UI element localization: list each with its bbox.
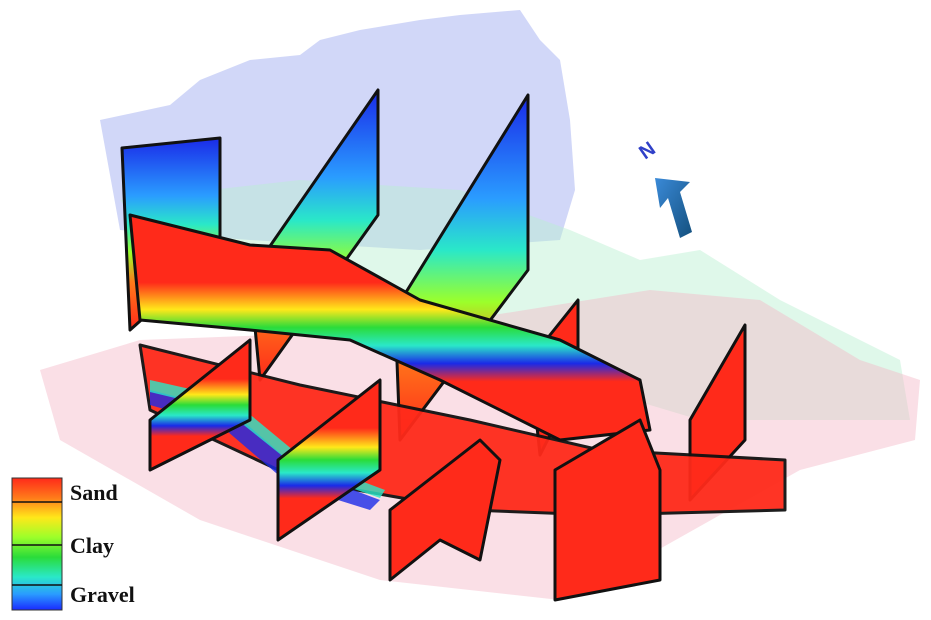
north-arrow xyxy=(655,178,692,238)
legend-label: Gravel xyxy=(70,582,135,607)
section-panel xyxy=(128,213,652,442)
section-panel xyxy=(148,338,252,472)
section-panel xyxy=(388,438,502,582)
legend-colorbar xyxy=(11,477,63,611)
section-panel xyxy=(553,418,662,602)
legend-label: Sand xyxy=(70,480,118,505)
north-label: N xyxy=(635,138,659,164)
legend-label: Clay xyxy=(70,533,114,558)
section-panel xyxy=(276,378,382,542)
